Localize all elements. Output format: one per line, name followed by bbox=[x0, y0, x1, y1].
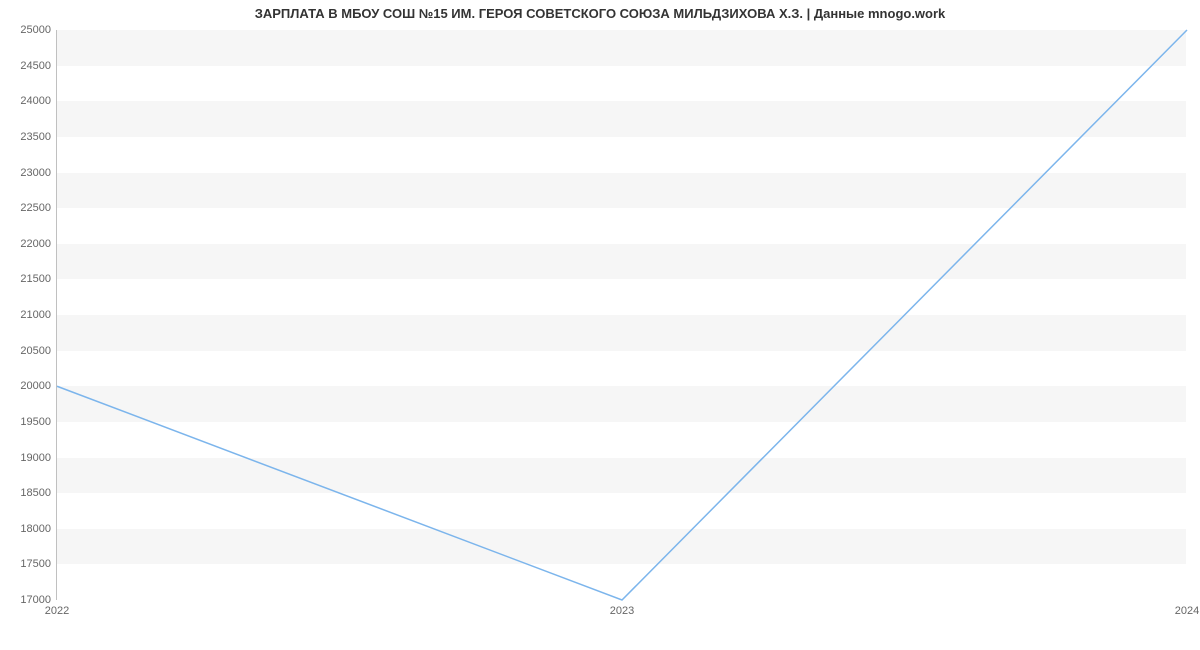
series-layer bbox=[57, 30, 1187, 600]
y-tick-label: 24500 bbox=[20, 60, 51, 72]
x-tick-label: 2023 bbox=[610, 605, 634, 617]
x-tick-label: 2022 bbox=[45, 605, 69, 617]
chart-title: ЗАРПЛАТА В МБОУ СОШ №15 ИМ. ГЕРОЯ СОВЕТС… bbox=[0, 6, 1200, 21]
y-tick-label: 20500 bbox=[20, 345, 51, 357]
y-tick-label: 21000 bbox=[20, 309, 51, 321]
salary-line-chart: ЗАРПЛАТА В МБОУ СОШ №15 ИМ. ГЕРОЯ СОВЕТС… bbox=[0, 0, 1200, 650]
y-tick-label: 22000 bbox=[20, 238, 51, 250]
y-tick-label: 20000 bbox=[20, 380, 51, 392]
y-tick-label: 18500 bbox=[20, 487, 51, 499]
y-tick-label: 22500 bbox=[20, 202, 51, 214]
x-tick-label: 2024 bbox=[1175, 605, 1199, 617]
y-tick-label: 19000 bbox=[20, 452, 51, 464]
y-tick-label: 18000 bbox=[20, 523, 51, 535]
y-tick-label: 24000 bbox=[20, 95, 51, 107]
y-tick-label: 21500 bbox=[20, 273, 51, 285]
y-tick-label: 19500 bbox=[20, 416, 51, 428]
y-tick-label: 23000 bbox=[20, 167, 51, 179]
series-salary bbox=[57, 30, 1187, 600]
y-tick-label: 23500 bbox=[20, 131, 51, 143]
y-tick-label: 25000 bbox=[20, 24, 51, 36]
plot-area: 1700017500180001850019000195002000020500… bbox=[56, 30, 1186, 600]
y-tick-label: 17500 bbox=[20, 558, 51, 570]
